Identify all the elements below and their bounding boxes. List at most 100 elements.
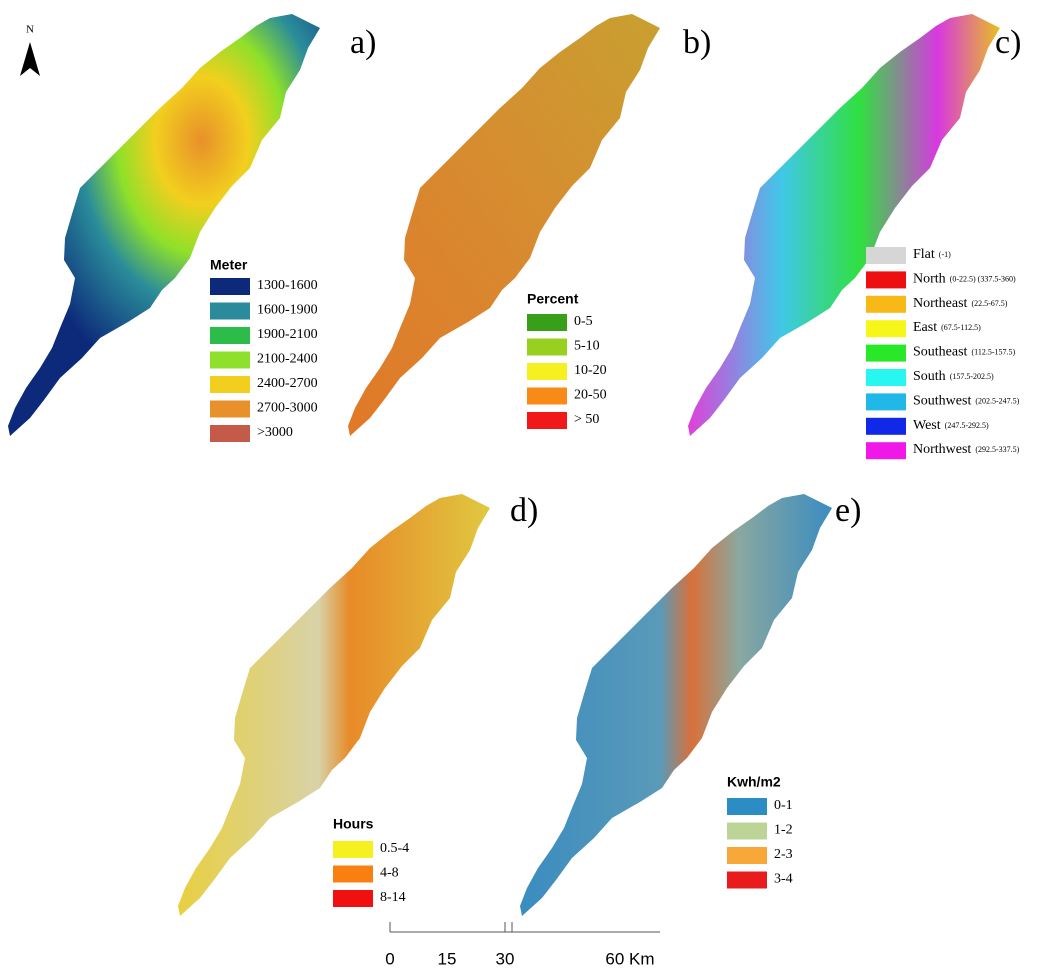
legend-swatch bbox=[210, 376, 250, 393]
legend-swatch bbox=[210, 278, 250, 295]
legend-range: (247.5-292.5) bbox=[945, 421, 989, 430]
legend-label: 2700-3000 bbox=[257, 401, 318, 416]
legend-label: 0-5 bbox=[574, 314, 593, 329]
legend-name: 2-3 bbox=[774, 847, 793, 862]
legend-swatch bbox=[333, 890, 373, 907]
panel-label: c) bbox=[995, 24, 1021, 61]
legend-name: 2400-2700 bbox=[257, 376, 318, 391]
legend-label: 1-2 bbox=[774, 823, 793, 838]
legend-name: 5-10 bbox=[574, 339, 600, 354]
legend-label: 2100-2400 bbox=[257, 352, 318, 367]
legend-name: Northeast bbox=[913, 296, 968, 311]
legend-title: Hours bbox=[333, 816, 374, 832]
legend-swatch bbox=[866, 247, 906, 264]
legend-swatch bbox=[727, 823, 767, 840]
legend-label: Northwest (292.5-337.5) bbox=[913, 442, 1020, 457]
legend-swatch bbox=[866, 320, 906, 337]
legend-range: (112.5-157.5) bbox=[971, 347, 1015, 356]
legend-label: 10-20 bbox=[574, 363, 607, 378]
legend-label: West(247.5-292.5) bbox=[913, 418, 989, 433]
legend-swatch bbox=[866, 418, 906, 435]
legend-range: (202.5-247.5) bbox=[975, 396, 1019, 405]
legend-label: 2-3 bbox=[774, 847, 793, 862]
legend-name: 1600-1900 bbox=[257, 303, 318, 318]
legend-swatch bbox=[866, 442, 906, 459]
panel-label: e) bbox=[835, 492, 861, 529]
legend-swatch bbox=[210, 327, 250, 344]
legend-swatch bbox=[527, 388, 567, 405]
legend-swatch bbox=[727, 798, 767, 815]
legend-label: South (157.5-202.5) bbox=[913, 369, 994, 384]
legend-label: Northeast(22.5-67.5) bbox=[913, 296, 1008, 311]
legend-swatch bbox=[527, 363, 567, 380]
legend-swatch bbox=[210, 401, 250, 418]
legend-name: >3000 bbox=[257, 425, 293, 440]
legend-name: East bbox=[913, 320, 937, 335]
panel-label: b) bbox=[683, 24, 711, 61]
map-elevation bbox=[8, 14, 320, 436]
legend-swatch bbox=[333, 841, 373, 858]
scale-label: 15 bbox=[438, 949, 457, 968]
legend-name: 20-50 bbox=[574, 388, 607, 403]
legend-title: Kwh/m2 bbox=[727, 774, 781, 790]
scale-label: 0 bbox=[385, 949, 394, 968]
legend-swatch bbox=[527, 314, 567, 331]
figure: N a) Meter 1300-1600 1600-1900 1900-2100 2100… bbox=[0, 0, 1038, 972]
legend-name: 0-1 bbox=[774, 798, 793, 813]
legend-swatch bbox=[210, 425, 250, 442]
legend-label: East (67.5-112.5) bbox=[913, 320, 981, 335]
legend-title: Percent bbox=[527, 291, 579, 307]
legend-label: > 50 bbox=[574, 412, 599, 427]
legend-label: Southeast(112.5-157.5) bbox=[913, 345, 1015, 360]
scale-label: 60 Km bbox=[605, 949, 654, 968]
legend-range: (67.5-112.5) bbox=[941, 323, 981, 332]
legend-name: 8-14 bbox=[380, 890, 406, 905]
legend-swatch bbox=[527, 412, 567, 429]
legend-name: North bbox=[913, 272, 946, 287]
legend-label: 8-14 bbox=[380, 890, 406, 905]
legend-name: 1300-1600 bbox=[257, 278, 318, 293]
legend-swatch bbox=[866, 296, 906, 313]
legend-swatch bbox=[527, 339, 567, 356]
north-label: N bbox=[26, 24, 34, 36]
legend-name: 2700-3000 bbox=[257, 401, 318, 416]
legend-label: 2400-2700 bbox=[257, 376, 318, 391]
legend-name: Northwest bbox=[913, 442, 971, 457]
legend-label: 0-1 bbox=[774, 798, 793, 813]
legend-label: North (0-22.5) (337.5-360) bbox=[913, 272, 1016, 287]
legend-label: 20-50 bbox=[574, 388, 607, 403]
legend-swatch bbox=[333, 866, 373, 883]
legend-swatch bbox=[866, 369, 906, 386]
legend-name: 2100-2400 bbox=[257, 352, 318, 367]
legend-name: > 50 bbox=[574, 412, 599, 427]
legend-name: Southwest bbox=[913, 394, 971, 409]
legend-label: 4-8 bbox=[380, 866, 399, 881]
legend-name: South bbox=[913, 369, 946, 384]
legend-swatch bbox=[210, 303, 250, 320]
legend-name: 0.5-4 bbox=[380, 841, 409, 856]
legend-label: 0.5-4 bbox=[380, 841, 409, 856]
north-arrow bbox=[20, 42, 40, 76]
legend-range: (157.5-202.5) bbox=[950, 372, 994, 381]
legend-swatch bbox=[866, 393, 906, 410]
legend-label: 1900-2100 bbox=[257, 327, 318, 342]
legend-name: 10-20 bbox=[574, 363, 607, 378]
legend-title: Meter bbox=[210, 257, 248, 273]
legend-name: 1-2 bbox=[774, 823, 793, 838]
legend-range: (0-22.5) (337.5-360) bbox=[950, 274, 1016, 283]
legend-range: (292.5-337.5) bbox=[975, 445, 1019, 454]
map-slope bbox=[348, 14, 660, 436]
scale-bar bbox=[390, 922, 660, 932]
legend-label: 3-4 bbox=[774, 872, 793, 887]
panel-label: d) bbox=[510, 492, 538, 529]
legend-label: Southwest (202.5-247.5) bbox=[913, 394, 1020, 409]
legend-label: 5-10 bbox=[574, 339, 600, 354]
legend-swatch bbox=[727, 847, 767, 864]
panel-label: a) bbox=[350, 24, 376, 61]
scale-label: 30 bbox=[496, 949, 515, 968]
legend-swatch bbox=[210, 352, 250, 369]
legend-name: Flat bbox=[913, 247, 935, 262]
legend-label: Flat(-1) bbox=[913, 247, 951, 262]
legend-label: 1300-1600 bbox=[257, 278, 318, 293]
legend-name: 0-5 bbox=[574, 314, 593, 329]
